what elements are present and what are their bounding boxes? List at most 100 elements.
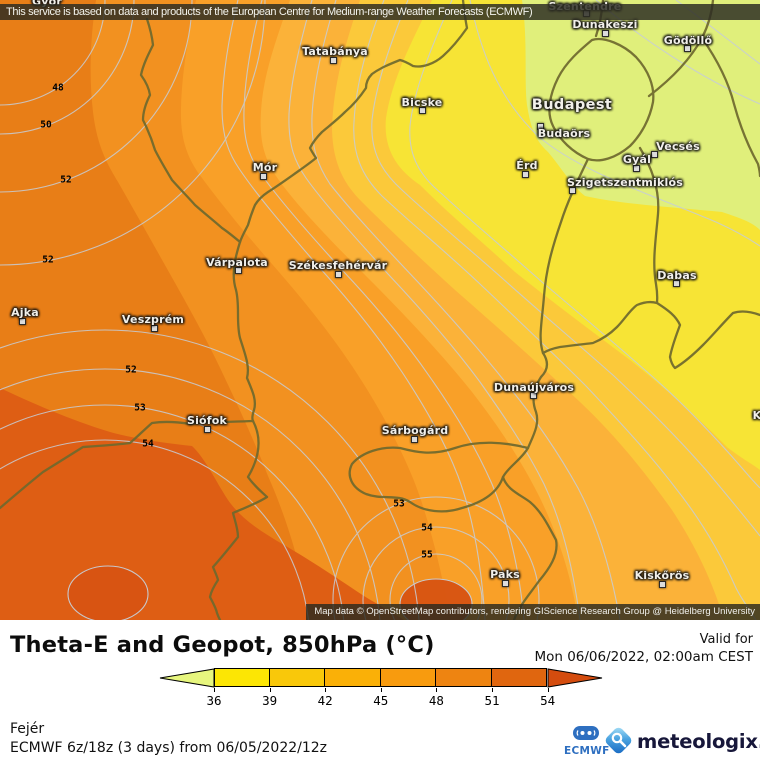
ecmwf-logo-icon xyxy=(573,726,599,740)
valid-for-label: Valid for xyxy=(699,632,753,647)
city-label-dunakeszi[interactable]: Dunakeszi xyxy=(572,18,638,31)
city-marker-sarbogard[interactable] xyxy=(410,435,418,443)
city-marker-varpalota[interactable] xyxy=(234,266,242,274)
ecmwf-logo[interactable]: ECMWF xyxy=(564,725,610,757)
city-label-bicske[interactable]: Bicske xyxy=(401,96,443,109)
scale-segment-45-48 xyxy=(380,668,436,687)
scale-tick-48: 48 xyxy=(428,693,444,708)
attribution-text: Map data © OpenStreetMap contributors, r… xyxy=(314,606,755,617)
contour-value-label: 52 xyxy=(125,364,137,376)
model-run-info: ECMWF 6z/18z (3 days) from 06/05/2022/12… xyxy=(10,740,328,756)
contour-value-label: 50 xyxy=(40,119,52,131)
city-marker-paks[interactable] xyxy=(501,579,509,587)
city-marker-erd[interactable] xyxy=(521,170,529,178)
contour-lines xyxy=(0,0,760,620)
scale-segment-42-45 xyxy=(325,668,381,687)
scale-segment-48-51 xyxy=(436,668,492,687)
city-label-godollo[interactable]: Gödöllő xyxy=(663,34,713,47)
city-marker-ajka[interactable] xyxy=(18,317,26,325)
scale-tickmark xyxy=(214,688,215,692)
meteologix-wordmark: meteologix.com xyxy=(637,729,760,753)
city-marker-dunakeszi[interactable] xyxy=(601,29,609,37)
city-label-gyal[interactable]: Gyál xyxy=(622,153,652,166)
theta-e-field-svg xyxy=(0,0,760,620)
city-label-veszprem[interactable]: Veszprém xyxy=(121,313,185,326)
scale-tickmark xyxy=(492,688,493,692)
city-label-erd[interactable]: Érd xyxy=(516,159,538,172)
temperature-bands xyxy=(0,0,760,620)
scale-tick-45: 45 xyxy=(373,693,389,708)
scale-tick-36: 36 xyxy=(206,693,222,708)
ecmwf-disclaimer-bar: This service is based on data and produc… xyxy=(0,4,760,20)
ecmwf-logo-text: ECMWF xyxy=(564,745,610,757)
scale-tick-42: 42 xyxy=(317,693,333,708)
city-marker-bicske[interactable] xyxy=(418,106,426,114)
region-label: Fejér xyxy=(10,721,45,737)
scale-tickmark xyxy=(269,688,271,692)
map-attribution: Map data © OpenStreetMap contributors, r… xyxy=(306,604,760,620)
city-marker-dunaujvaros[interactable] xyxy=(529,391,537,399)
city-marker-vecses[interactable] xyxy=(650,150,658,158)
city-marker-budaors[interactable] xyxy=(536,122,544,130)
scale-segment-39-42 xyxy=(269,668,325,687)
scale-tickmark xyxy=(325,688,327,692)
scale-segment-51-54 xyxy=(491,668,547,687)
city-marker-kiskoros[interactable] xyxy=(658,580,666,588)
meteologix-logo[interactable]: meteologix.com xyxy=(603,725,760,756)
city-label-budapest[interactable]: Budapest xyxy=(531,97,613,113)
contour-value-label: 53 xyxy=(393,498,405,510)
contour-value-label: 52 xyxy=(60,174,72,186)
city-label-dabas[interactable]: Dabas xyxy=(657,269,697,282)
city-label-dunaujvaros[interactable]: Dunaújváros xyxy=(493,381,575,394)
magnifier-icon xyxy=(611,732,627,748)
scale-tickmark xyxy=(380,688,382,692)
city-label-vecses[interactable]: Vecsés xyxy=(656,140,700,153)
contour-labels: 48 50 52 52 52 53 54 53 54 55 xyxy=(40,83,433,561)
city-label-szekesfehervar[interactable]: Székesfehérvár xyxy=(288,259,388,272)
scale-tick-51: 51 xyxy=(484,693,500,708)
city-marker-veszprem[interactable] xyxy=(150,324,158,332)
scale-arrow-left xyxy=(159,668,215,688)
city-label-szigetszentmiklos[interactable]: Szigetszentmiklós xyxy=(566,176,684,189)
chart-title: Theta-E and Geopot, 850hPa (°C) xyxy=(10,632,435,658)
contour-value-label: 54 xyxy=(421,522,433,534)
city-label-paks[interactable]: Paks xyxy=(490,568,520,581)
scale-segments xyxy=(214,668,547,687)
city-label-budaors[interactable]: Budaörs xyxy=(537,127,591,140)
county-borders xyxy=(0,0,760,620)
scale-tick-54: 54 xyxy=(540,693,556,708)
meteologix-icon xyxy=(603,725,634,756)
city-label-k[interactable]: K xyxy=(752,409,760,422)
city-marker-tatabanya[interactable] xyxy=(329,56,337,64)
city-label-siofok[interactable]: Siófok xyxy=(186,414,228,427)
disclaimer-text: This service is based on data and produc… xyxy=(6,6,533,18)
city-label-ajka[interactable]: Ajka xyxy=(11,306,39,319)
city-marker-dabas[interactable] xyxy=(672,279,680,287)
city-label-mor[interactable]: Mór xyxy=(252,161,278,174)
scale-arrow-right xyxy=(547,668,603,688)
valid-for-value: Mon 06/06/2022, 02:00am CEST xyxy=(534,649,753,665)
valid-time: Valid for Mon 06/06/2022, 02:00am CEST xyxy=(534,631,753,666)
scale-tickmark xyxy=(547,688,549,692)
color-scale: 36 39 42 45 48 51 54 xyxy=(158,668,608,710)
scale-tickmark xyxy=(436,688,438,692)
city-label-kiskoros[interactable]: Kiskőrös xyxy=(634,569,690,582)
city-marker-mor[interactable] xyxy=(259,172,267,180)
city-marker-siofok[interactable] xyxy=(203,425,211,433)
city-marker-godollo[interactable] xyxy=(683,44,691,52)
contour-value-label: 55 xyxy=(421,549,433,561)
scale-tick-39: 39 xyxy=(262,693,278,708)
city-layer: GyőrSzentendreDunakesziGödöllőTatabányaB… xyxy=(11,0,760,588)
city-marker-gyal[interactable] xyxy=(632,164,640,172)
legend-panel: Theta-E and Geopot, 850hPa (°C) Valid fo… xyxy=(0,620,760,760)
contour-value-label: 54 xyxy=(142,438,154,450)
scale-segment-36-39 xyxy=(214,668,270,687)
city-label-tatabanya[interactable]: Tatabánya xyxy=(302,45,368,58)
city-marker-szekesfehervar[interactable] xyxy=(334,270,342,278)
city-label-sarbogard[interactable]: Sárbogárd xyxy=(381,424,449,437)
city-marker-szigetszentmiklos[interactable] xyxy=(568,186,576,194)
contour-value-label: 53 xyxy=(134,402,146,414)
city-label-varpalota[interactable]: Várpalota xyxy=(206,256,268,269)
contour-value-label: 52 xyxy=(42,254,54,266)
